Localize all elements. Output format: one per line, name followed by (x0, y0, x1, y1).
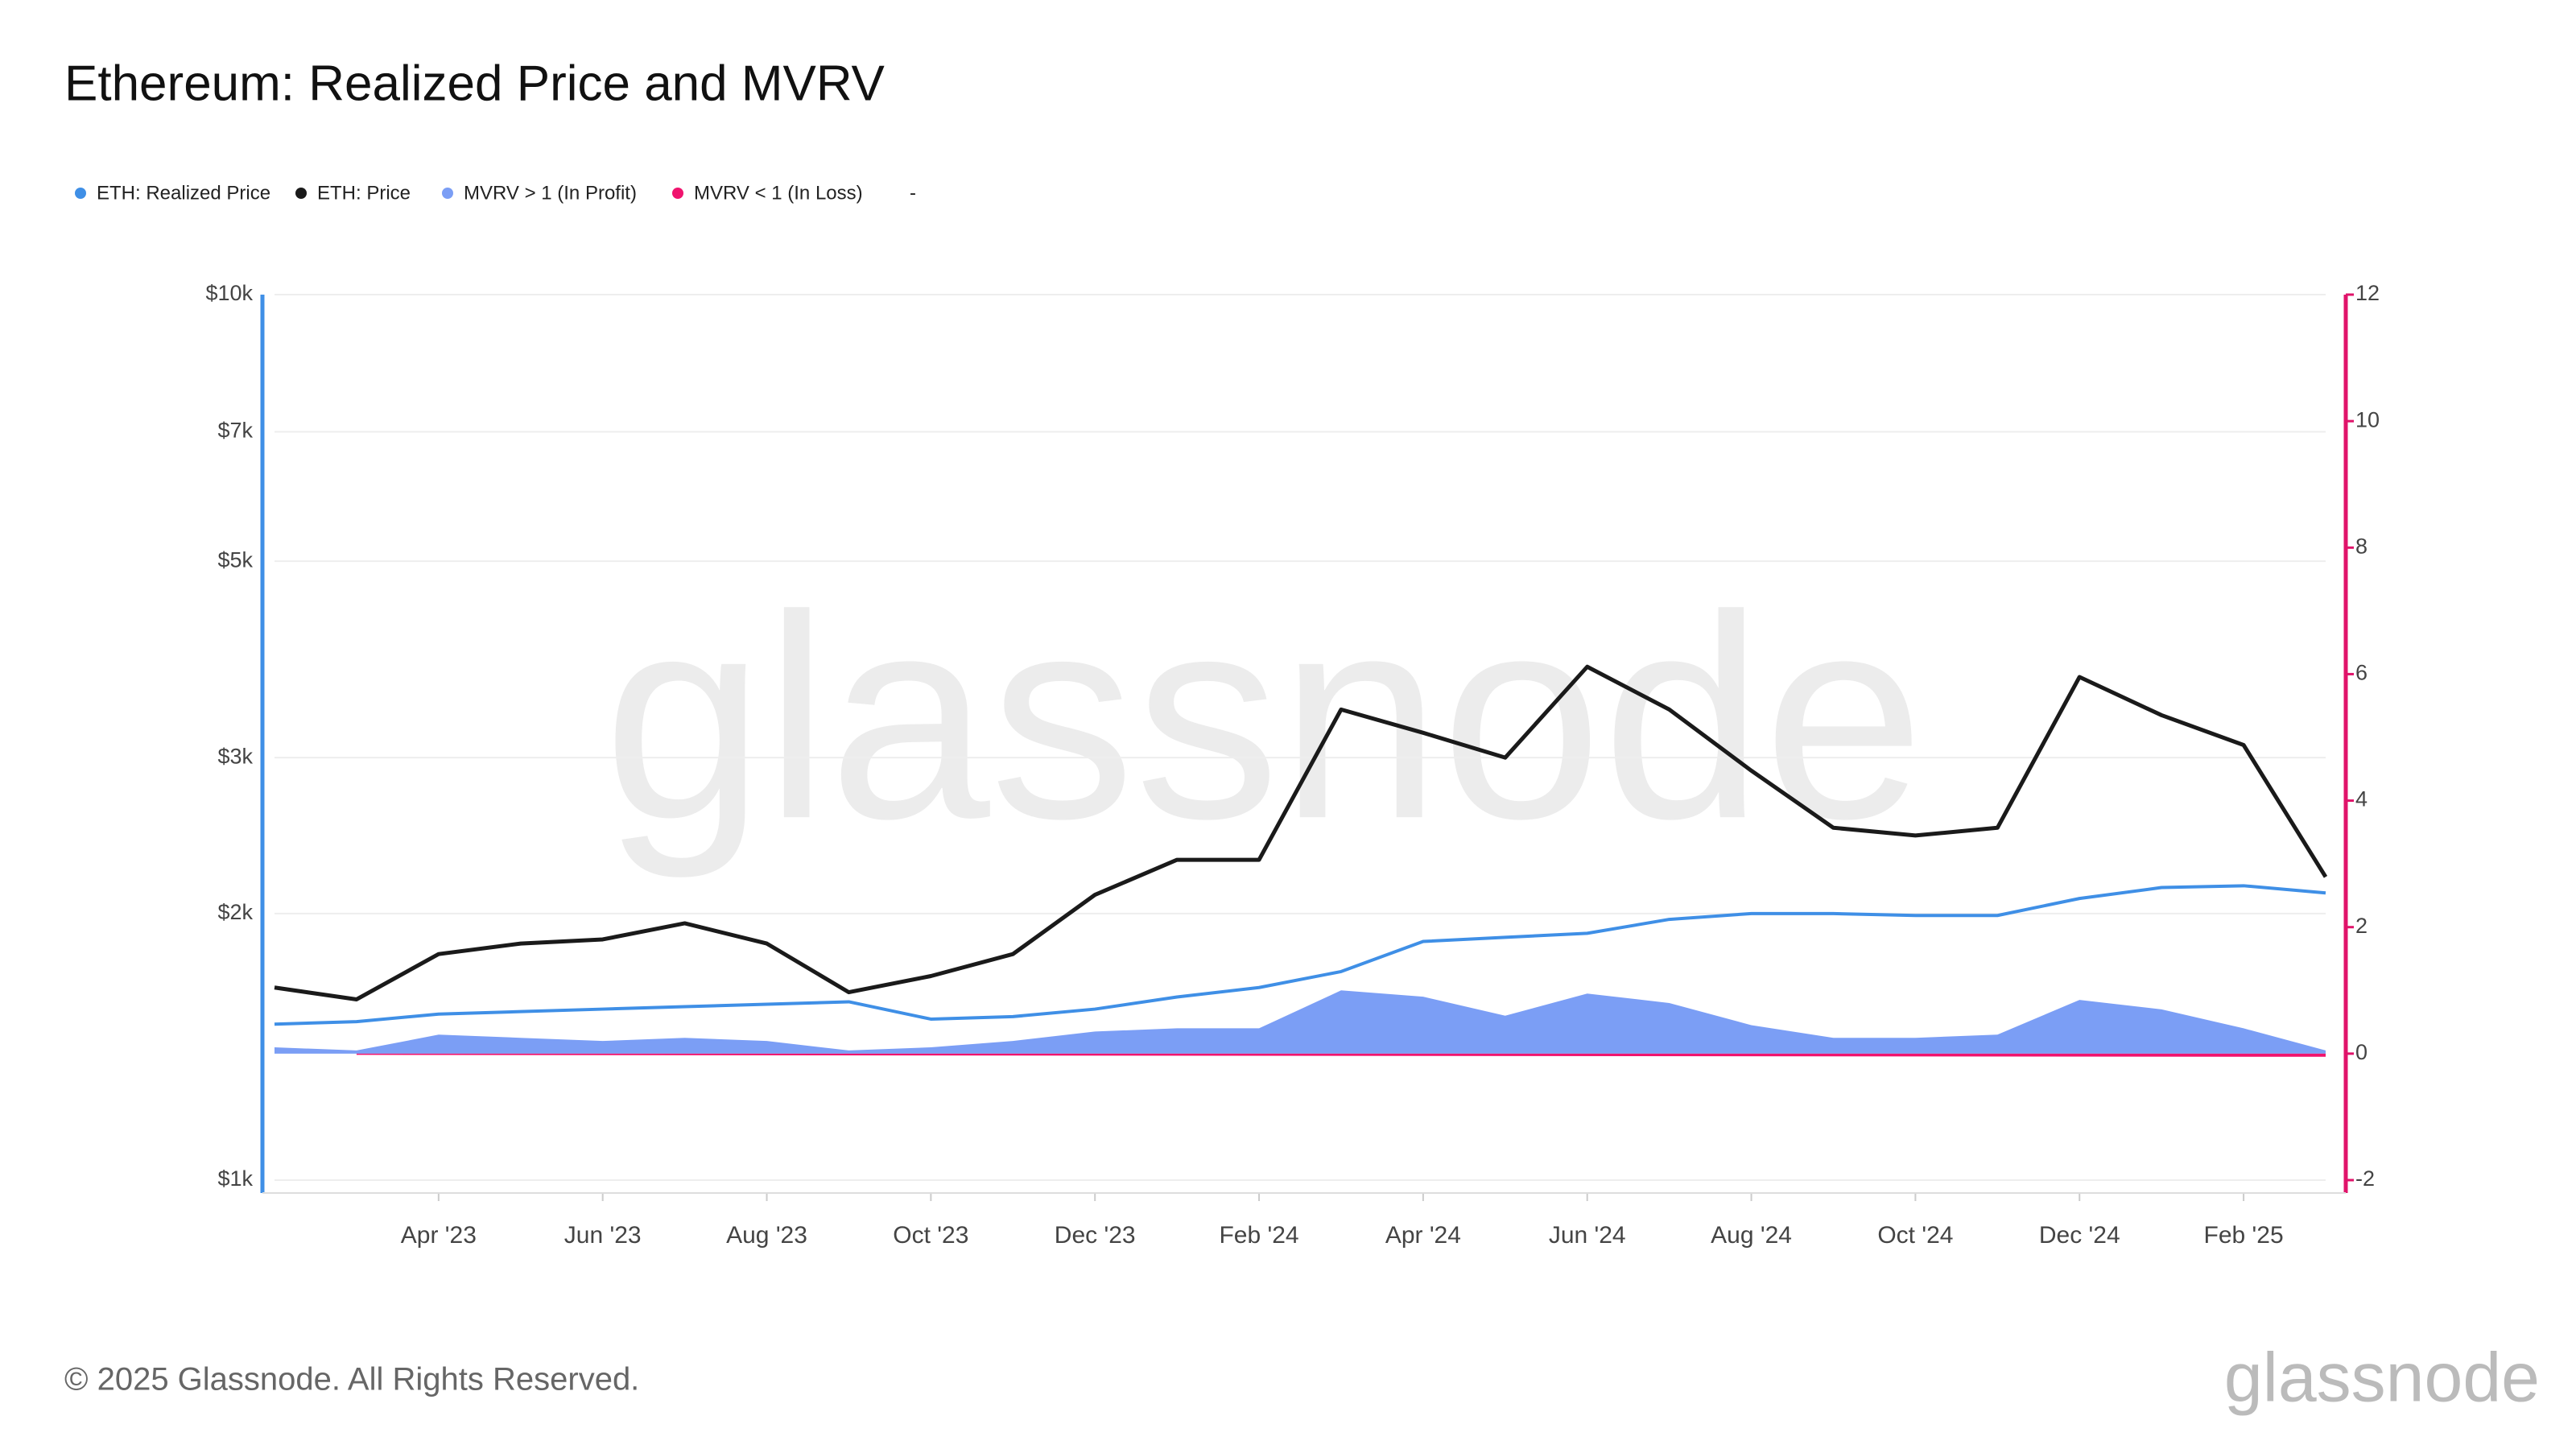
x-tick-label: Feb '25 (2204, 1222, 2284, 1249)
legend-label: ETH: Realized Price (97, 182, 270, 204)
y2-tick-label: -2 (2355, 1166, 2375, 1191)
legend-label: ETH: Price (317, 182, 411, 204)
x-tick-label: Dec '24 (2039, 1222, 2120, 1249)
x-tick-label: Apr '23 (401, 1222, 477, 1249)
y2-tick-label: 12 (2355, 281, 2380, 305)
y2-tick-label: 4 (2355, 787, 2368, 811)
y-tick-label: $2k (217, 900, 253, 924)
y-tick-label: $7k (217, 419, 253, 443)
y-tick-label: $10k (205, 281, 253, 305)
legend-dot (295, 188, 307, 199)
x-tick-label: Oct '24 (1877, 1222, 1953, 1249)
area (275, 990, 2326, 1054)
x-tick-label: Oct '23 (893, 1222, 968, 1249)
line (274, 884, 2326, 1026)
y2-tick-label: 2 (2355, 914, 2368, 938)
x-tick-label: Feb '24 (1219, 1222, 1298, 1249)
x-tick-label: Dec '23 (1055, 1222, 1136, 1249)
area (356, 1053, 2326, 1057)
y-tick-label: $5k (217, 547, 253, 572)
y2-tick-label: 10 (2355, 407, 2380, 431)
y2-tick-label: 0 (2355, 1040, 2368, 1064)
legend-dot (75, 188, 86, 199)
x-tick-label: Jun '23 (564, 1222, 642, 1249)
legend-dot (672, 188, 683, 199)
y2-tick-label: 8 (2355, 534, 2368, 558)
line (274, 664, 2328, 1001)
watermark: glassnode (603, 555, 1924, 881)
legend-label: MVRV > 1 (In Profit) (464, 182, 637, 204)
chart-title: Ethereum: Realized Price and MVRV (64, 56, 886, 111)
y-tick-label: $1k (217, 1166, 253, 1191)
x-tick-label: Apr '24 (1385, 1222, 1461, 1249)
x-tick-label: Aug '24 (1711, 1222, 1792, 1249)
y-tick-label: $3k (217, 744, 253, 768)
x-tick-label: Jun '24 (1549, 1222, 1626, 1249)
legend-label: - (910, 182, 916, 204)
x-tick-label: Aug '23 (726, 1222, 807, 1249)
legend-label: MVRV < 1 (In Loss) (694, 182, 863, 204)
brand-logo: glassnode (2224, 1340, 2540, 1417)
legend-dot (442, 188, 453, 199)
y2-tick-label: 6 (2355, 661, 2368, 685)
copyright: © 2025 Glassnode. All Rights Reserved. (64, 1362, 639, 1397)
